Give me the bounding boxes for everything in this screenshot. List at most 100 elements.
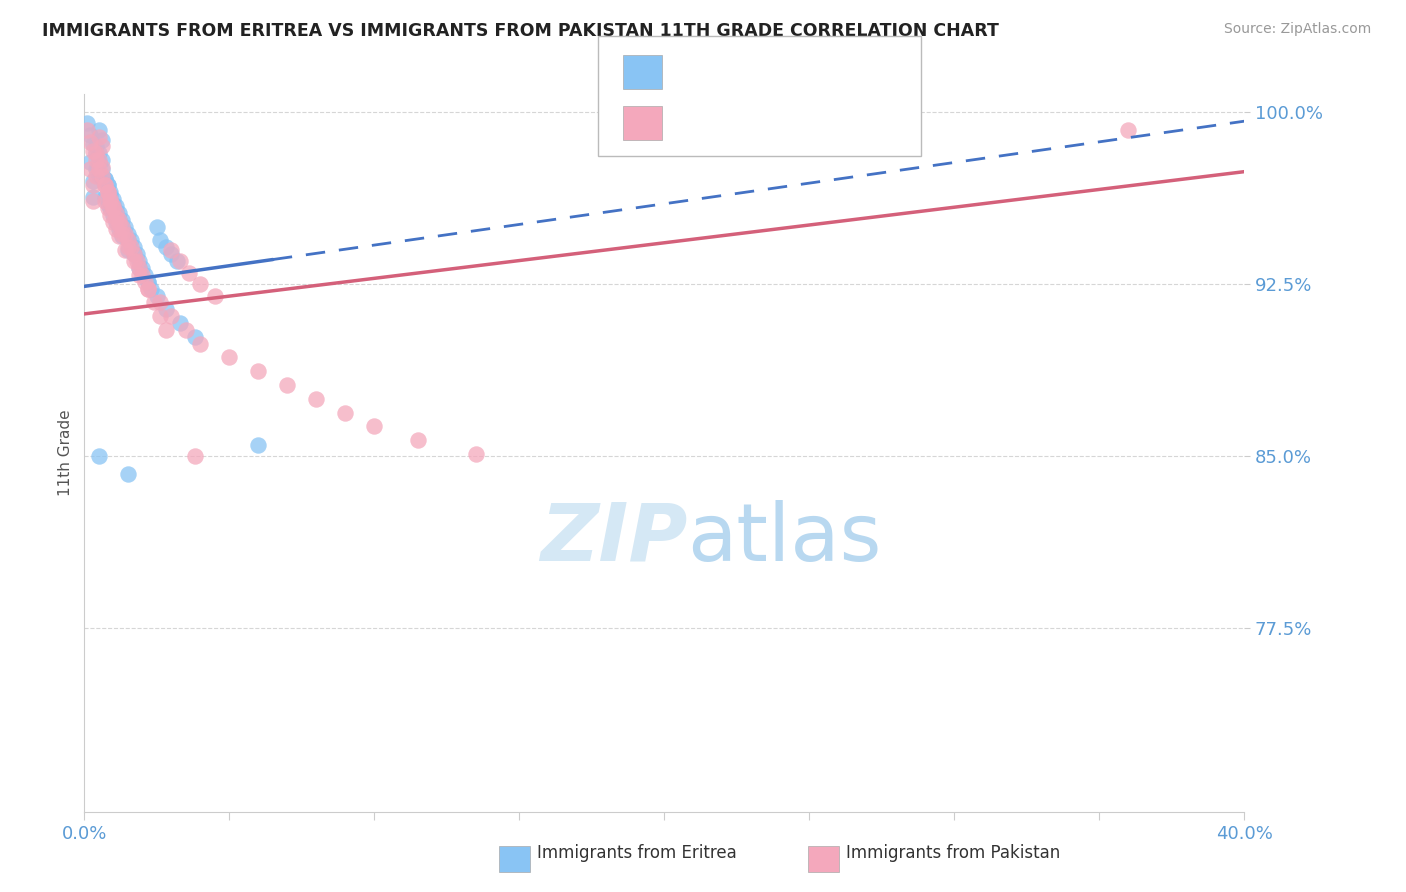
Point bbox=[188, 336, 212, 351]
Point bbox=[87, 162, 110, 177]
Point bbox=[114, 227, 136, 241]
Point bbox=[335, 405, 357, 419]
Point bbox=[166, 254, 188, 268]
Point bbox=[93, 190, 115, 204]
Point bbox=[105, 222, 128, 236]
Text: Source: ZipAtlas.com: Source: ZipAtlas.com bbox=[1223, 22, 1371, 37]
Point bbox=[136, 275, 159, 289]
Point bbox=[79, 155, 101, 169]
Point bbox=[103, 202, 125, 216]
Point bbox=[149, 295, 172, 310]
Point bbox=[103, 215, 125, 229]
Point bbox=[79, 135, 101, 149]
Point bbox=[76, 123, 98, 137]
Point bbox=[117, 234, 139, 248]
Point bbox=[82, 194, 104, 209]
Point bbox=[87, 169, 110, 184]
Point bbox=[136, 275, 159, 289]
Point bbox=[84, 162, 107, 177]
Point bbox=[87, 146, 110, 161]
Point bbox=[134, 275, 156, 289]
Point bbox=[160, 243, 183, 257]
Point bbox=[105, 211, 128, 225]
Point bbox=[105, 203, 128, 218]
Point bbox=[90, 139, 112, 153]
Point bbox=[108, 222, 131, 236]
Point bbox=[146, 288, 169, 302]
Point bbox=[105, 215, 128, 229]
Point bbox=[84, 146, 107, 161]
Point bbox=[90, 132, 112, 146]
Point bbox=[87, 123, 110, 137]
Text: IMMIGRANTS FROM ERITREA VS IMMIGRANTS FROM PAKISTAN 11TH GRADE CORRELATION CHART: IMMIGRANTS FROM ERITREA VS IMMIGRANTS FR… bbox=[42, 22, 1000, 40]
Point bbox=[108, 228, 131, 243]
Point bbox=[100, 186, 122, 200]
Point bbox=[160, 247, 183, 261]
Point bbox=[117, 234, 139, 248]
Point bbox=[247, 364, 270, 378]
Point bbox=[363, 419, 385, 434]
Point bbox=[82, 174, 104, 188]
Point bbox=[96, 186, 118, 200]
Point bbox=[79, 128, 101, 142]
Point bbox=[82, 137, 104, 152]
Point bbox=[128, 268, 150, 282]
Text: R =  0.246    N = 71: R = 0.246 N = 71 bbox=[673, 112, 855, 129]
Point bbox=[169, 254, 191, 268]
Point bbox=[96, 196, 118, 211]
Point bbox=[87, 155, 110, 169]
Point bbox=[79, 162, 101, 177]
Point bbox=[93, 178, 115, 193]
Point bbox=[87, 130, 110, 145]
Point bbox=[122, 254, 145, 268]
Point bbox=[93, 194, 115, 209]
Point bbox=[117, 227, 139, 241]
Point bbox=[305, 392, 328, 406]
Point bbox=[169, 316, 191, 330]
Point bbox=[149, 234, 172, 248]
Point bbox=[146, 219, 169, 234]
Point bbox=[103, 199, 125, 213]
Y-axis label: 11th Grade: 11th Grade bbox=[58, 409, 73, 496]
Point bbox=[149, 309, 172, 323]
Point bbox=[108, 206, 131, 220]
Point bbox=[120, 240, 142, 254]
Point bbox=[103, 192, 125, 206]
Point bbox=[90, 153, 112, 168]
Point bbox=[84, 153, 107, 168]
Point bbox=[82, 144, 104, 158]
Point bbox=[105, 199, 128, 213]
Point bbox=[218, 351, 240, 365]
Point bbox=[160, 309, 183, 323]
Point bbox=[155, 323, 177, 337]
Point bbox=[174, 323, 197, 337]
Point bbox=[1116, 123, 1139, 137]
Point bbox=[111, 219, 134, 234]
Point bbox=[105, 206, 128, 220]
Text: ZIP: ZIP bbox=[540, 500, 688, 578]
Point bbox=[139, 282, 162, 296]
Point bbox=[114, 219, 136, 234]
Point bbox=[143, 295, 166, 310]
Point bbox=[204, 288, 226, 302]
Point bbox=[183, 330, 205, 344]
Point bbox=[82, 178, 104, 193]
Point bbox=[111, 228, 134, 243]
Point bbox=[76, 116, 98, 130]
Point bbox=[84, 169, 107, 184]
Point bbox=[87, 449, 110, 463]
Point bbox=[100, 202, 122, 216]
Point bbox=[464, 447, 486, 461]
Point bbox=[177, 266, 200, 280]
Point bbox=[93, 171, 115, 186]
Point bbox=[103, 208, 125, 222]
Point bbox=[96, 186, 118, 200]
Text: atlas: atlas bbox=[688, 500, 882, 578]
Point bbox=[136, 282, 159, 296]
Point bbox=[103, 196, 125, 211]
Point bbox=[84, 146, 107, 161]
Point bbox=[122, 247, 145, 261]
Point bbox=[100, 192, 122, 206]
Point bbox=[155, 240, 177, 254]
Text: Immigrants from Eritrea: Immigrants from Eritrea bbox=[537, 844, 737, 862]
